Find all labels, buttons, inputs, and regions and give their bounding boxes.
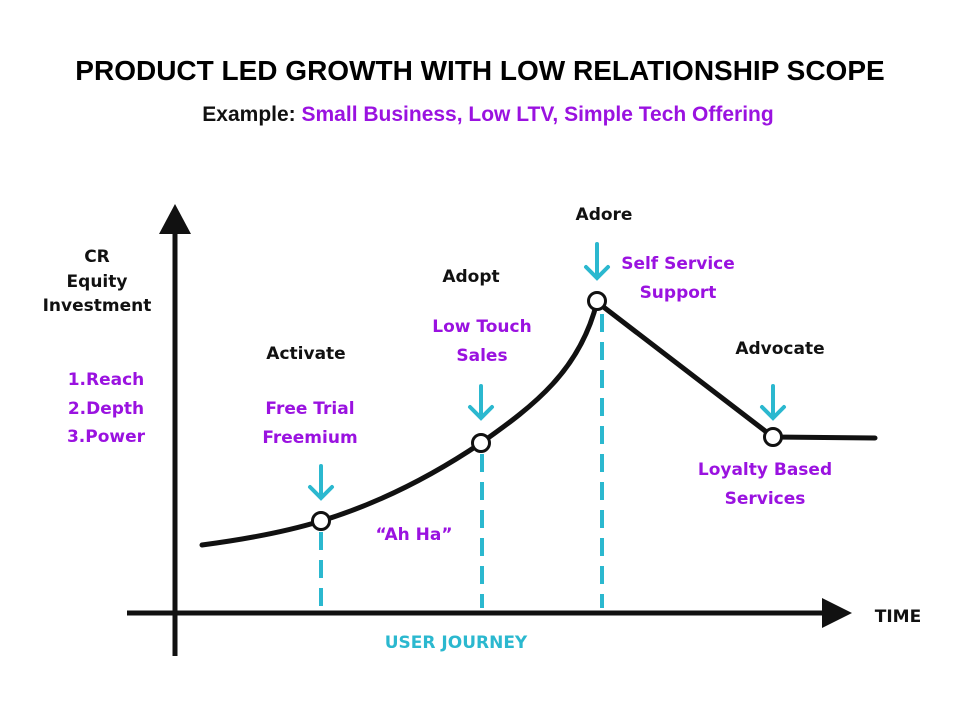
down-arrow-advocate-icon — [760, 384, 786, 421]
subtitle-prefix: Example: — [202, 103, 296, 126]
node-activate — [311, 511, 331, 531]
stage-advocate-offering-2: Services — [725, 489, 806, 509]
y-axis-label-line-2: Equity — [67, 272, 128, 292]
y-item-depth: 2.Depth — [68, 399, 144, 419]
node-advocate — [763, 427, 783, 447]
down-arrow-adopt-icon — [468, 384, 494, 421]
x-axis-label: TIME — [875, 607, 921, 627]
x-axis-arrowhead — [822, 598, 852, 628]
stage-advocate-name: Advocate — [735, 339, 824, 359]
node-adopt — [471, 433, 491, 453]
down-arrow-adore-icon — [584, 242, 610, 281]
node-adore — [587, 291, 607, 311]
y-axis-label-line-3: Investment — [43, 296, 152, 316]
stage-activate-offering-1: Free Trial — [265, 399, 354, 419]
y-axis-label-line-1: CR — [84, 247, 110, 267]
journey-curve — [199, 299, 878, 548]
stage-adopt-name: Adopt — [442, 267, 499, 287]
down-arrow-activate-icon — [308, 464, 334, 501]
x-axis-caption: USER JOURNEY — [385, 633, 528, 653]
stage-activate-offering-2: Freemium — [262, 428, 357, 448]
stage-activate-name: Activate — [266, 344, 345, 364]
page-title: PRODUCT LED GROWTH WITH LOW RELATIONSHIP… — [75, 55, 885, 86]
subtitle: Example: Small Business, Low LTV, Simple… — [0, 103, 960, 127]
aha-annotation: “Ah Ha” — [375, 525, 452, 545]
stage-adopt-offering-2: Sales — [456, 346, 507, 366]
stage-adore-name: Adore — [576, 205, 633, 225]
stage-advocate-offering-1: Loyalty Based — [698, 460, 832, 480]
stage-adore-offering-2: Support — [640, 283, 717, 303]
stage-adopt-offering-1: Low Touch — [432, 317, 531, 337]
y-item-power: 3.Power — [67, 427, 146, 447]
stage-adore-offering-1: Self Service — [621, 254, 735, 274]
y-axis-arrowhead — [159, 204, 191, 234]
y-item-reach: 1.Reach — [68, 370, 145, 390]
subtitle-highlight: Small Business, Low LTV, Simple Tech Off… — [301, 103, 774, 126]
